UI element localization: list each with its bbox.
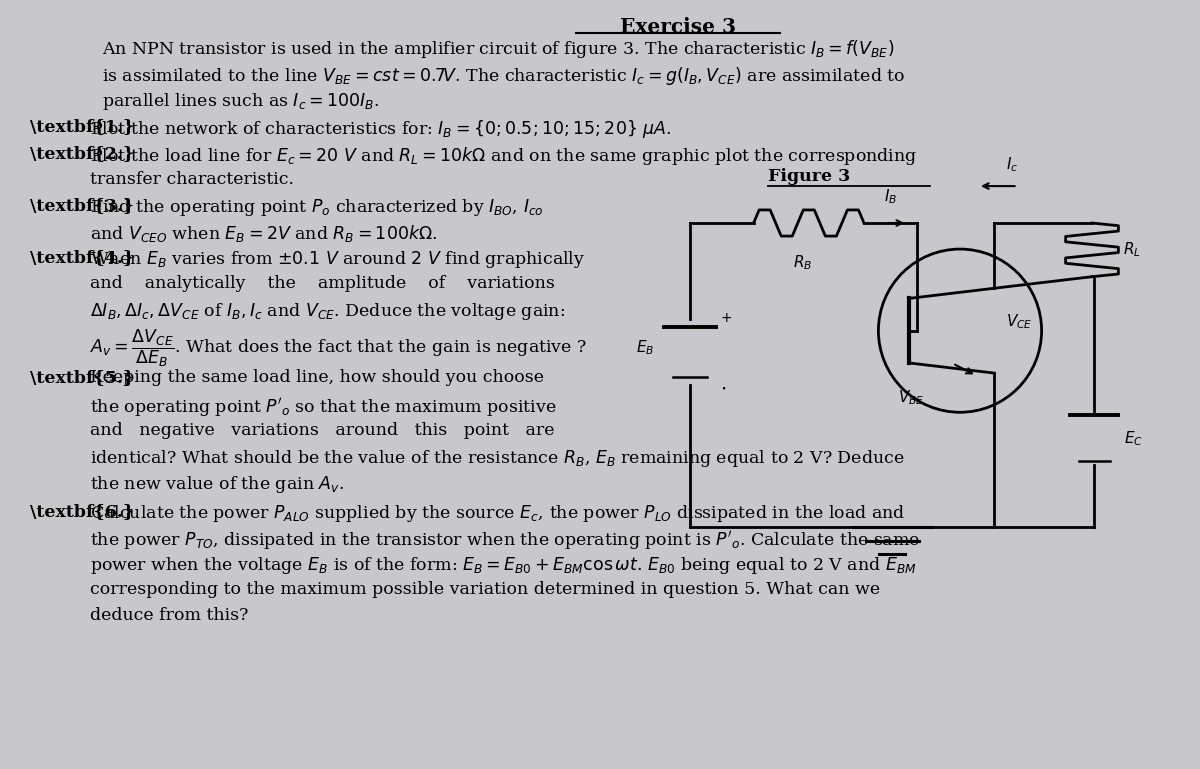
Text: \textbf{1.}: \textbf{1.} <box>30 118 134 135</box>
Text: $\Delta I_B, \Delta I_c, \Delta V_{CE}$ of $I_B, I_c$ and $V_{CE}$. Deduce the v: $\Delta I_B, \Delta I_c, \Delta V_{CE}$ … <box>90 301 565 322</box>
Text: $E_C$: $E_C$ <box>1124 429 1144 448</box>
Text: Figure 3: Figure 3 <box>768 168 851 185</box>
Text: Exercise 3: Exercise 3 <box>620 17 736 37</box>
Text: parallel lines such as $I_c = 100I_B$.: parallel lines such as $I_c = 100I_B$. <box>102 91 379 112</box>
Text: Plot the network of characteristics for: $I_B = \{0; 0.5; 10; 15; 20\}\ \mu A$.: Plot the network of characteristics for:… <box>90 118 672 141</box>
Text: $I_c$: $I_c$ <box>1006 155 1018 174</box>
Text: is assimilated to the line $V_{BE} = cst = 0.7V$. The characteristic $I_c = g(I_: is assimilated to the line $V_{BE} = cst… <box>102 65 905 87</box>
Text: deduce from this?: deduce from this? <box>90 608 248 624</box>
Text: Keeping the same load line, how should you choose: Keeping the same load line, how should y… <box>90 369 544 387</box>
Text: When $E_B$ varies from $\pm 0.1\ V$ around $2\ V$ find graphically: When $E_B$ varies from $\pm 0.1\ V$ arou… <box>90 249 586 270</box>
Text: Find the operating point $P_o$ characterized by $I_{BO}$, $I_{co}$: Find the operating point $P_o$ character… <box>90 197 544 218</box>
Text: An NPN transistor is used in the amplifier circuit of figure 3. The characterist: An NPN transistor is used in the amplifi… <box>102 38 894 61</box>
Text: \textbf{5.}: \textbf{5.} <box>30 369 134 387</box>
Text: the new value of the gain $A_v$.: the new value of the gain $A_v$. <box>90 474 344 495</box>
Text: transfer characteristic.: transfer characteristic. <box>90 171 294 188</box>
Text: $A_v = \dfrac{\Delta V_{CE}}{\Delta E_B}$. What does the fact that the gain is n: $A_v = \dfrac{\Delta V_{CE}}{\Delta E_B}… <box>90 328 587 369</box>
Text: identical? What should be the value of the resistance $R_B$, $E_B$ remaining equ: identical? What should be the value of t… <box>90 448 905 469</box>
Text: Calculate the power $P_{ALO}$ supplied by the source $E_c$, the power $P_{LO}$ d: Calculate the power $P_{ALO}$ supplied b… <box>90 503 905 524</box>
Text: and    analytically    the    amplitude    of    variations: and analytically the amplitude of variat… <box>90 275 554 292</box>
Text: $R_B$: $R_B$ <box>793 254 812 272</box>
Text: the operating point $P'_o$ so that the maximum positive: the operating point $P'_o$ so that the m… <box>90 395 557 418</box>
Text: power when the voltage $E_B$ is of the form: $E_B = E_{B0} + E_{BM}\cos\omega t$: power when the voltage $E_B$ is of the f… <box>90 555 917 576</box>
Text: and $V_{CEO}$ when $E_B = 2V$ and $R_B = 100k\Omega$.: and $V_{CEO}$ when $E_B = 2V$ and $R_B =… <box>90 223 437 244</box>
Text: \textbf{3.}: \textbf{3.} <box>30 197 134 214</box>
Text: the power $P_{TO}$, dissipated in the transistor when the operating point is $P': the power $P_{TO}$, dissipated in the tr… <box>90 529 920 552</box>
Text: \textbf{2.}: \textbf{2.} <box>30 145 134 161</box>
Text: Plot the load line for $E_c = 20\ V$ and $R_L = 10k\Omega$ and on the same graph: Plot the load line for $E_c = 20\ V$ and… <box>90 145 917 167</box>
Text: $R_L$: $R_L$ <box>1123 241 1141 259</box>
Text: $+$: $+$ <box>720 311 732 325</box>
Text: \textbf{6.}: \textbf{6.} <box>30 503 134 520</box>
Text: corresponding to the maximum possible variation determined in question 5. What c: corresponding to the maximum possible va… <box>90 581 880 598</box>
Text: $V_{CE}$: $V_{CE}$ <box>1007 312 1033 331</box>
Text: \textbf{4.}: \textbf{4.} <box>30 249 134 266</box>
Text: $I_B$: $I_B$ <box>884 188 896 206</box>
Text: $\cdot$: $\cdot$ <box>720 378 726 398</box>
Text: $V_{BE}$: $V_{BE}$ <box>898 388 924 407</box>
Text: $E_B$: $E_B$ <box>636 338 654 358</box>
Text: and   negative   variations   around   this   point   are: and negative variations around this poin… <box>90 421 554 439</box>
